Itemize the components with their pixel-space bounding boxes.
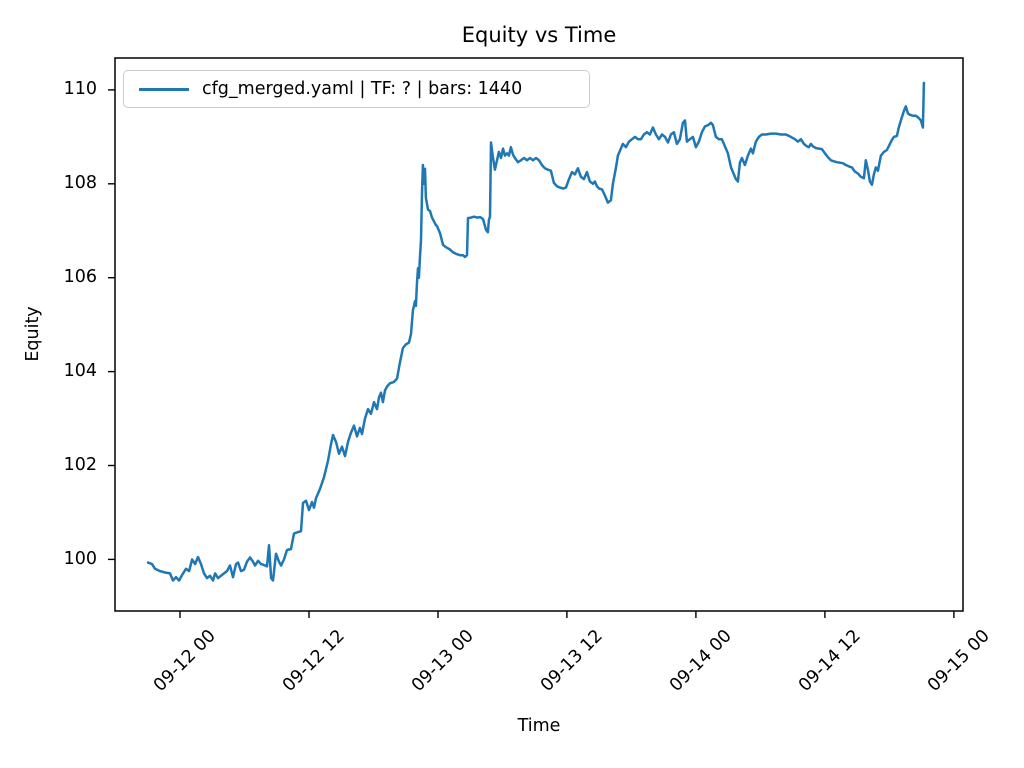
legend-line-sample [139,87,189,91]
y-tick-label: 100 [63,548,97,569]
equity-line [146,81,926,582]
y-axis-title: Equity [23,306,43,362]
y-tick-label: 108 [63,173,97,194]
y-tick-label: 102 [63,455,97,475]
legend-entry-label: cfg_merged.yaml | TF: ? | bars: 1440 [202,79,523,99]
x-axis-title: Time [517,716,561,736]
y-tick-label: 110 [63,79,97,100]
y-tick-label: 104 [63,361,97,382]
axes-spines [114,57,964,612]
y-tick-label: 106 [63,267,97,288]
legend-box: cfg_merged.yaml | TF: ? | bars: 1440 [123,70,590,108]
chart-title: Equity vs Time [461,23,617,47]
